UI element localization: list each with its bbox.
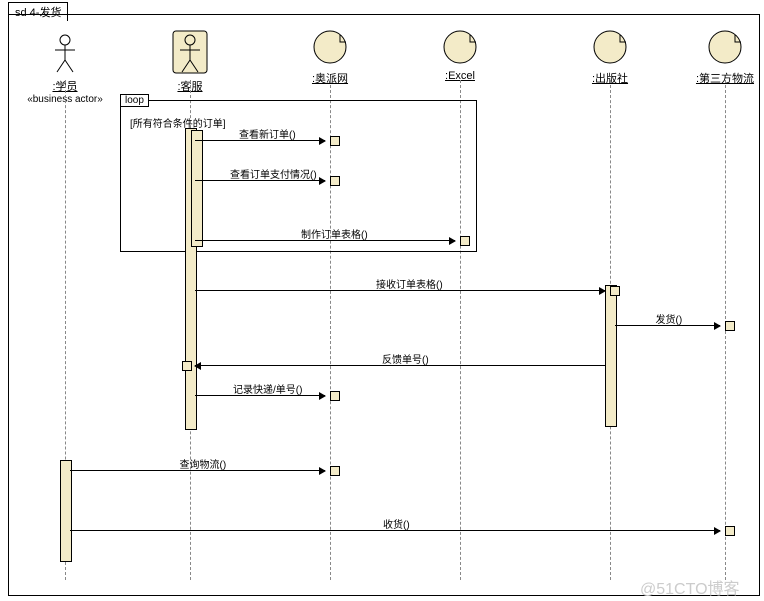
lifeline-head-logistics: :第三方物流	[685, 28, 764, 86]
loop-tab: loop	[120, 94, 149, 107]
message-label-6: 记录快递/单号()	[233, 381, 302, 396]
lifeline-head-publisher: :出版社	[570, 28, 650, 86]
message-label-3: 接收订单表格()	[376, 276, 443, 291]
activation-publisher-2	[605, 285, 617, 427]
message-label-8: 收货()	[383, 516, 410, 531]
message-label-7: 查询物流()	[180, 456, 227, 471]
activation-student-3	[60, 460, 72, 562]
message-endmarker-3	[610, 286, 620, 296]
lifeline-head-site: :奥派网	[290, 28, 370, 86]
message-endmarker-0	[330, 136, 340, 146]
message-label-5: 反馈单号()	[382, 351, 429, 366]
message-endmarker-1	[330, 176, 340, 186]
message-endmarker-8	[725, 526, 735, 536]
message-endmarker-5	[182, 361, 192, 371]
message-label-0: 查看新订单()	[239, 126, 296, 141]
message-endmarker-7	[330, 466, 340, 476]
diagram-canvas: sd 4-发货 :学员«business actor»:客服:奥派网:Excel…	[0, 0, 764, 601]
message-endmarker-2	[460, 236, 470, 246]
message-label-2: 制作订单表格()	[301, 226, 368, 241]
message-endmarker-6	[330, 391, 340, 401]
loop-guard: [所有符合条件的订单]	[130, 115, 226, 130]
message-label-1: 查看订单支付情况()	[230, 166, 317, 181]
message-label-4: 发货()	[656, 311, 683, 326]
message-endmarker-4	[725, 321, 735, 331]
watermark: @51CTO博客	[640, 575, 740, 599]
activation-cs-1	[191, 130, 203, 247]
lifeline-head-excel: :Excel	[420, 28, 500, 82]
